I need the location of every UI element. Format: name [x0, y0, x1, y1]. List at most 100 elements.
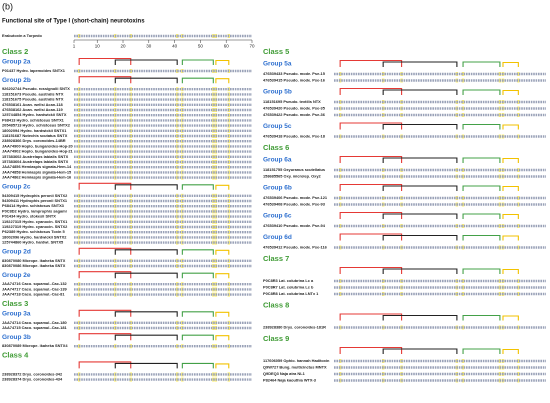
- disulfide-bracket: [215, 335, 230, 341]
- sequence-label: JAA74900 Hoplo. bungaroides-Hop-20: [2, 143, 73, 148]
- disulfide-bracket: [502, 61, 519, 67]
- sequence-label: P0C8D2 Hydro. lamprophis sagami: [2, 208, 67, 213]
- cys-highlight: [175, 344, 179, 349]
- disulfide-bracket: [462, 234, 501, 241]
- sequence-label: JAA74718 Cacо. squamul.-Cac-81: [2, 292, 65, 297]
- sequence-label: Q9DEQ3 Naja atra NL1: [263, 371, 306, 376]
- disulfide-bracket: [181, 272, 214, 279]
- disulfide-bracket: [114, 334, 178, 341]
- group-label: Group 2b: [2, 77, 31, 84]
- sequence-label: 54309411 Hydrophis peronii SNTX1: [2, 198, 68, 203]
- sequence-label: JAA74856 Hemiaspis signata-Hem-14: [2, 164, 72, 169]
- sequence-label: 926202744 Pseudo. rossignolii SNTX: [2, 86, 70, 91]
- cys-highlight: [461, 292, 465, 296]
- group-label: Group 5c: [263, 123, 292, 130]
- disulfide-bracket: [114, 362, 178, 369]
- cys-highlight: [175, 258, 179, 263]
- sequence-label: 118151695 Pseudo. textilis NTX: [263, 99, 321, 104]
- cys-highlight: [175, 154, 179, 159]
- cys-highlight: [175, 225, 179, 229]
- cys-highlight: [461, 134, 465, 139]
- disulfide-bracket: [215, 184, 230, 190]
- sequence-label: 157383604 Austrelaps labialis SNTX: [2, 159, 69, 164]
- ruler-label: 50: [198, 44, 204, 49]
- disulfide-bracket: [339, 155, 403, 163]
- cys-highlight: [175, 97, 179, 102]
- disulfide-bracket: [78, 361, 132, 369]
- cys-highlight: [175, 377, 179, 382]
- group-label: Group 5a: [263, 61, 292, 68]
- cys-highlight: [175, 113, 179, 118]
- cys-highlight: [517, 325, 520, 330]
- cys-highlight: [175, 160, 179, 164]
- cys-highlight: [517, 72, 520, 76]
- group-label: Group 2c: [2, 184, 31, 191]
- cys-highlight: [517, 196, 520, 200]
- group-label: Group 6d: [263, 234, 292, 241]
- disulfide-bracket: [382, 89, 458, 95]
- cys-highlight: [517, 359, 520, 363]
- sequence-label: 476539415 Pseudo. mode. Pse-16: [263, 78, 326, 83]
- sequence-label: 476538161 Acan. wellsi Acan-118: [2, 102, 64, 107]
- disulfide-bracket: [462, 348, 501, 354]
- cys-highlight: [175, 219, 179, 224]
- cys-highlight: [517, 174, 520, 179]
- disulfide-bracket: [502, 89, 519, 95]
- sequence-label: 119227315 Hydro. cyanocin. SNTX1: [2, 219, 68, 224]
- sequence-label: 118151675 Pseudo. australis NTX: [2, 97, 64, 102]
- disulfide-bracket: [114, 59, 178, 65]
- cys-highlight: [175, 230, 179, 235]
- cys-highlight: [517, 78, 520, 83]
- cys-highlight: [461, 359, 465, 363]
- class-label: Class 4: [2, 350, 29, 359]
- cys-highlight: [175, 165, 179, 170]
- sequence-label: 205485713 Hydro. schistosus SNTX2: [2, 123, 71, 128]
- cys-highlight: [461, 372, 465, 376]
- cys-highlight: [175, 92, 179, 97]
- disulfide-bracket: [502, 315, 519, 321]
- disulfide-bracket: [339, 183, 403, 191]
- disulfide-bracket: [215, 311, 230, 317]
- disulfide-bracket: [78, 57, 132, 65]
- cys-highlight: [517, 100, 520, 104]
- group-label: Group 2d: [2, 249, 31, 256]
- sequence-label: 238928380 Drys. coronoides-181R: [263, 325, 326, 330]
- cys-highlight: [175, 170, 179, 175]
- cys-highlight: [517, 202, 520, 207]
- disulfide-bracket: [382, 268, 458, 274]
- disulfide-bracket: [339, 59, 403, 67]
- cys-highlight: [517, 113, 520, 117]
- cys-highlight: [175, 264, 179, 268]
- sequence-label: 238928366 Drys. coronoides-14BR: [2, 138, 66, 143]
- group-label: Group 2a: [2, 59, 31, 66]
- disulfide-bracket: [78, 309, 132, 317]
- cys-highlight: [461, 202, 465, 207]
- panel-label: (b): [2, 1, 13, 11]
- disulfide-bracket: [382, 314, 458, 321]
- ruler-label: 1: [73, 44, 76, 49]
- class-label: Class 8: [263, 300, 289, 309]
- cys-highlight: [175, 134, 179, 138]
- cys-highlight: [517, 279, 520, 283]
- reference-label: Erabutoxin a Torpedo: [2, 33, 43, 38]
- sequence-label: P01434 Hydro. stokesii SNTX: [2, 214, 56, 219]
- sequence-label: JAA74858 Hemiaspis signata-Hem-15: [2, 169, 72, 174]
- cys-highlight: [461, 285, 465, 290]
- sequence-label: 476539408 Pseudo. mode. Pse-93: [263, 202, 326, 207]
- sequence-label: 476539406 Pseudo. mode. Pse-121: [263, 195, 328, 200]
- cys-highlight: [175, 128, 179, 133]
- disulfide-bracket: [502, 124, 519, 130]
- disulfide-bracket: [78, 182, 132, 190]
- cys-highlight: [461, 325, 465, 330]
- disulfide-bracket: [339, 233, 403, 241]
- group-label: Group 2e: [2, 272, 31, 279]
- disulfide-bracket: [215, 363, 230, 369]
- cys-highlight: [461, 224, 465, 228]
- disulfide-bracket: [462, 61, 501, 67]
- disulfide-bracket: [382, 185, 458, 191]
- sequence-label: P0C8R7 Lat. colubrina Lc b: [263, 285, 314, 290]
- cys-highlight: [175, 108, 179, 112]
- disulfide-bracket: [114, 272, 178, 279]
- cys-highlight: [517, 168, 520, 172]
- cys-highlight: [461, 196, 465, 200]
